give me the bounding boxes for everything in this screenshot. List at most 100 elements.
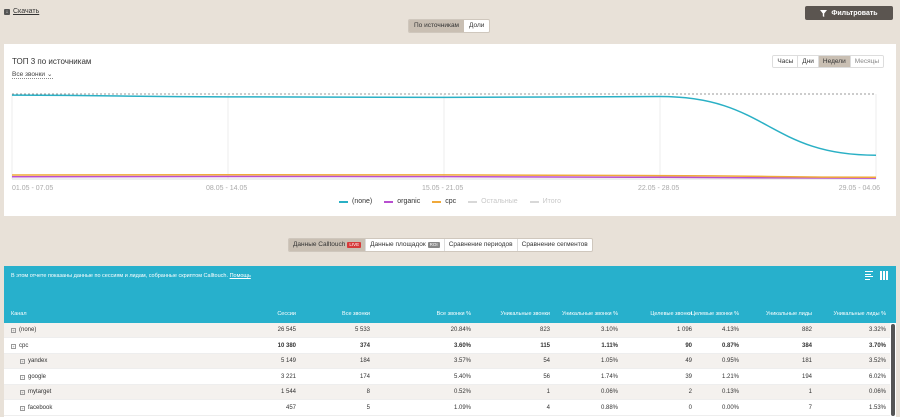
legend-item-organic[interactable]: organic (384, 198, 420, 205)
table-cell: 4 (546, 404, 550, 411)
channel-name: mytarget (28, 389, 52, 395)
table-cell: 54 (543, 358, 550, 364)
legend-item-total[interactable]: Итого (529, 198, 561, 205)
legend-label: Итого (542, 198, 561, 205)
channel-name: facebook (28, 404, 53, 411)
x-tick-label: 22.05 - 28.05 (638, 185, 680, 192)
expand-icon[interactable]: + (11, 343, 16, 349)
expand-icon[interactable]: + (20, 374, 25, 380)
download-link[interactable]: ↓ Скачать (4, 8, 39, 15)
help-link[interactable]: Помощь (229, 273, 251, 279)
columns-view-icon[interactable] (880, 271, 888, 280)
chart-card: ТОП 3 по источникам Все звонки ⌄ Часы Дн… (4, 44, 896, 216)
x-tick-label: 01.05 - 07.05 (12, 185, 54, 192)
column-header[interactable]: Канал (11, 311, 27, 317)
table-cell: 374 (359, 342, 370, 349)
table-cell: 0.06% (868, 389, 886, 395)
expand-icon[interactable]: + (20, 390, 25, 395)
column-header[interactable]: Уникальные звонки % (562, 311, 618, 317)
filter-label: Фильтровать (831, 9, 878, 17)
data-table: В этом отчете показаны данные по сессиям… (4, 266, 896, 417)
filter-icon (820, 9, 828, 17)
channel-cell: + cpc (11, 339, 28, 354)
legend-swatch (339, 200, 349, 203)
channel-cell: + facebook (20, 401, 52, 416)
table-cell: 1.21% (721, 373, 739, 380)
roi-badge: ROI (427, 242, 440, 248)
legend-label: (none) (352, 198, 373, 205)
series-line-1[interactable] (11, 175, 877, 179)
table-cell: 20.84% (450, 327, 471, 333)
table-cell: 0.88% (600, 404, 618, 411)
x-tick-label: 15.05 - 21.05 (422, 185, 464, 192)
legend-item-other[interactable]: Остальные (468, 198, 518, 205)
column-header[interactable]: Целевые звонки (650, 311, 692, 317)
column-header[interactable]: Все звонки % (436, 311, 471, 317)
table-scrollbar[interactable] (891, 324, 895, 416)
table-row[interactable]: + google 3 221 174 5.40% 56 1.74% 39 1.21% 194 6.0… (4, 370, 890, 385)
mode-option-sources[interactable]: По источникам (409, 20, 465, 32)
column-header[interactable]: Уникальные лиды (765, 311, 812, 317)
table-row[interactable]: + facebook 457 5 1.09% 4 0.88% 0 0.00% 7 1.53% (4, 401, 890, 416)
channel-name: cpc (19, 342, 29, 349)
legend-swatch (529, 200, 539, 203)
filter-button[interactable]: Фильтровать (805, 6, 893, 20)
legend-swatch (384, 200, 394, 203)
expand-icon[interactable]: + (11, 328, 16, 333)
table-cell: 6.02% (868, 373, 886, 380)
table-cell: 1.11% (601, 342, 618, 349)
calls-selector[interactable]: Все звонки ⌄ (12, 70, 53, 79)
legend-label: organic (397, 198, 421, 205)
table-cell: 184 (359, 358, 370, 364)
tab-calltouch-data[interactable]: Данные Calltouch LIVE (289, 239, 367, 251)
live-badge: LIVE (347, 242, 362, 248)
period-months[interactable]: Месяцы (850, 56, 883, 67)
report-tabs: Данные Calltouch LIVE Данные площадок RO… (288, 238, 593, 252)
series-line-0[interactable] (11, 94, 877, 156)
channel-name: yandex (28, 358, 48, 364)
table-cell: 823 (539, 327, 550, 333)
table-cell: 882 (801, 327, 812, 333)
column-header[interactable]: Уникальные звонки (500, 311, 550, 317)
table-cell: 0.95% (721, 358, 739, 364)
download-icon: ↓ (4, 8, 10, 15)
table-cell: 5 (366, 404, 370, 411)
tab-platform-data[interactable]: Данные площадок ROI (366, 239, 445, 251)
column-settings-icon[interactable] (865, 271, 873, 280)
table-row[interactable]: + mytarget 1 544 8 0.52% 1 0.06% 2 0.13% 1 0.06% (4, 385, 890, 400)
tab-segment-comparison[interactable]: Сравнение сегментов (517, 239, 592, 251)
expand-icon[interactable]: + (20, 359, 25, 364)
table-cell: 457 (285, 404, 296, 411)
table-cell: 3.57% (453, 358, 471, 364)
mode-option-shares[interactable]: Доли (464, 20, 490, 32)
table-cell: 0.00% (721, 404, 739, 411)
channel-cell: + yandex (20, 354, 47, 369)
expand-icon[interactable]: + (20, 405, 25, 411)
table-row[interactable]: + (none) 26 545 5 533 20.84% 823 3.10% 1 096 4.1… (4, 323, 890, 338)
channel-name: (none) (19, 327, 37, 333)
column-header[interactable]: Целевые звонки % (690, 311, 739, 317)
column-header[interactable]: Уникальные лиды % (833, 311, 886, 317)
table-cell: 0.87% (721, 342, 739, 349)
table-cell: 4.13% (721, 327, 739, 333)
table-cell: 49 (685, 358, 692, 364)
legend-item-none[interactable]: (none) (339, 198, 372, 205)
legend-swatch (468, 200, 478, 203)
tab-period-comparison[interactable]: Сравнение периодов (444, 239, 518, 251)
legend-label: cpc (445, 198, 457, 205)
column-header[interactable]: Все звонки (342, 311, 370, 317)
table-cell: 384 (801, 342, 812, 349)
period-weeks[interactable]: Недели (818, 56, 851, 67)
column-header[interactable]: Сессии (277, 311, 296, 317)
period-days[interactable]: Дни (798, 56, 819, 67)
period-hours[interactable]: Часы (773, 56, 799, 67)
table-row[interactable]: + yandex 5 149 184 3.57% 54 1.05% 49 0.95% 181 3.5… (4, 354, 890, 369)
table-cell: 5 533 (354, 327, 370, 333)
chart-legend: (none) organic cpc Остальные Итого (4, 198, 896, 205)
series-line-2[interactable] (11, 173, 877, 179)
legend-item-cpc[interactable]: cpc (432, 198, 456, 205)
legend-label: Остальные (481, 198, 518, 205)
table-cell: 5.40% (453, 373, 471, 380)
table-cell: 115 (540, 342, 550, 349)
table-row[interactable]: + cpc 10 380 374 3.60% 115 1.11% 90 0.87% 384 3.70… (4, 339, 890, 354)
